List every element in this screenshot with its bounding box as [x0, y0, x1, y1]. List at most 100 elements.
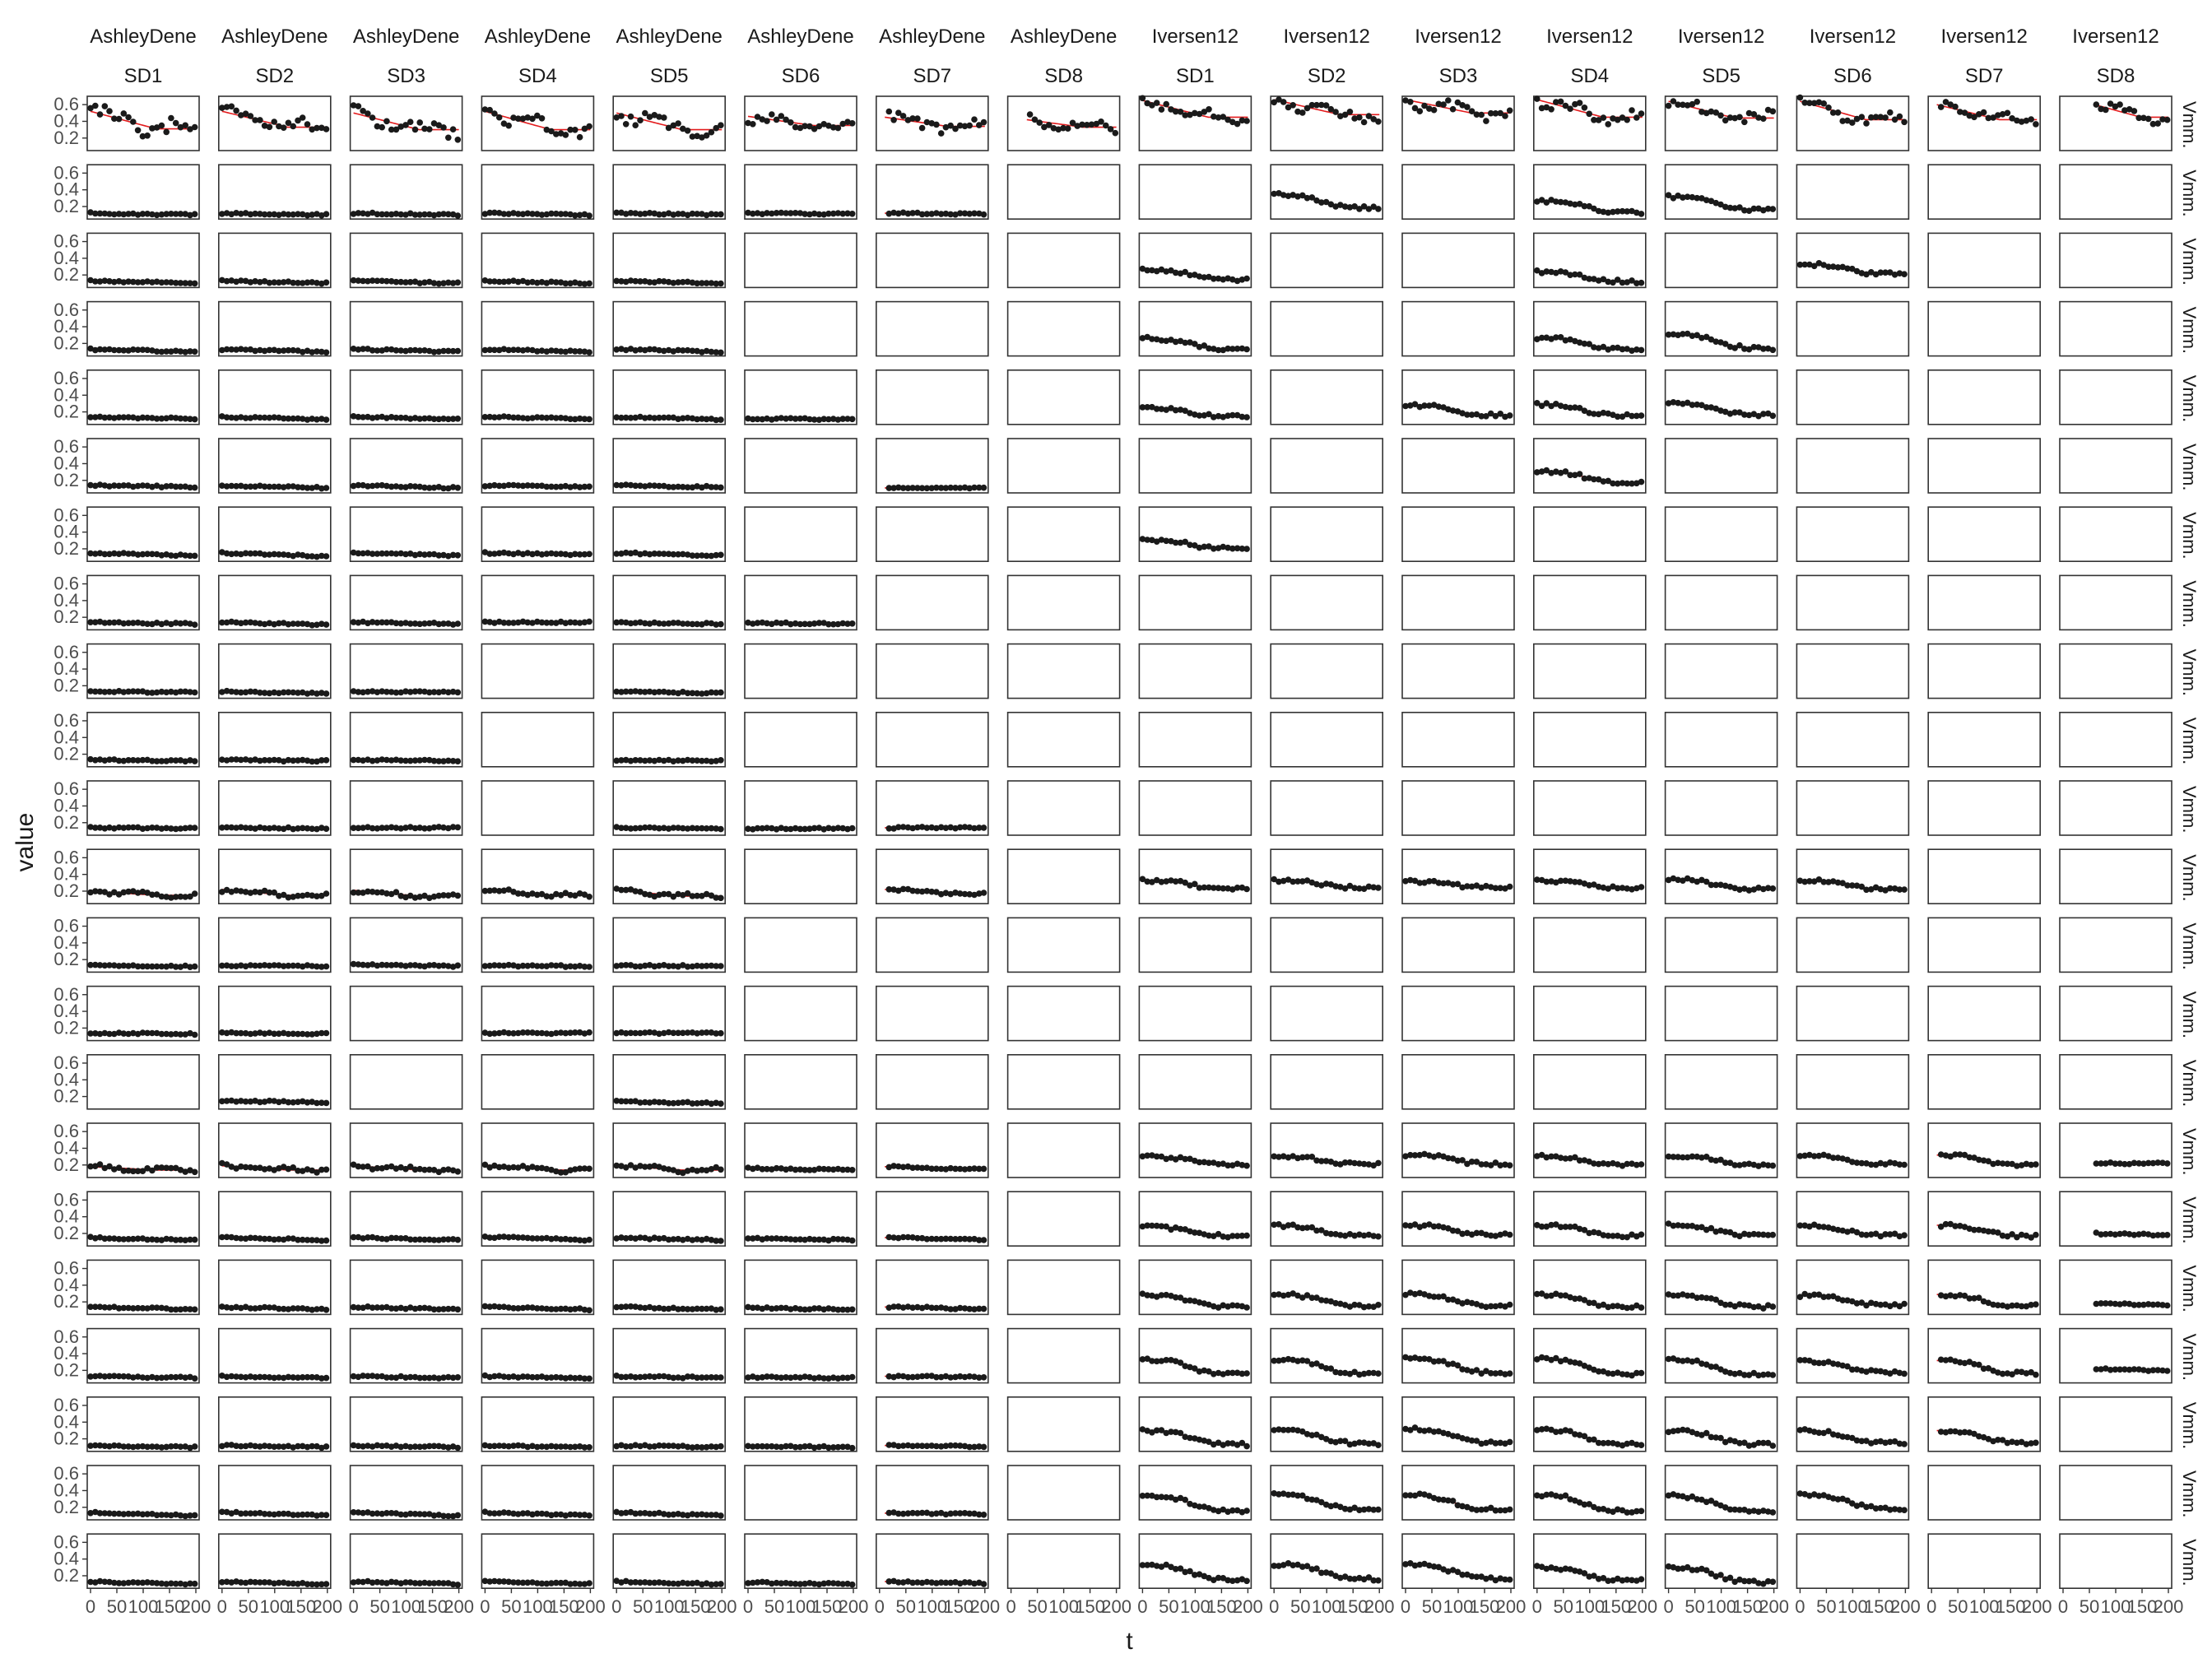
- data-point: [1666, 103, 1672, 109]
- data-point: [971, 116, 978, 123]
- data-point: [1065, 125, 1071, 132]
- facet-panel: [876, 713, 988, 767]
- facet-strip-sd: SD1: [1176, 65, 1215, 87]
- data-point: [505, 123, 512, 129]
- data-point: [1243, 546, 1250, 552]
- data-point: [192, 1237, 198, 1243]
- facet-panel: [1008, 1466, 1120, 1520]
- data-point: [455, 620, 462, 627]
- facet-panel: [876, 233, 988, 287]
- data-point: [323, 1443, 330, 1450]
- data-point: [455, 1374, 462, 1381]
- data-point: [323, 350, 330, 356]
- facet-panel: [876, 370, 988, 425]
- data-point: [102, 103, 109, 109]
- x-tick-label: 0: [743, 1596, 753, 1617]
- data-point: [1507, 108, 1513, 114]
- data-point: [2154, 120, 2161, 127]
- facet-panel: [2060, 1123, 2172, 1178]
- facet-panel: [1534, 575, 1646, 629]
- facet-panel: [1402, 439, 1514, 493]
- data-point: [192, 964, 198, 970]
- data-point: [412, 127, 419, 133]
- facet-panel: [1271, 233, 1382, 287]
- data-point: [1507, 1162, 1513, 1168]
- y-tick-label: 0.6: [53, 1121, 79, 1141]
- facet-strip-row: Vmm.: [2179, 307, 2200, 354]
- facet-panel: [1534, 644, 1646, 699]
- x-tick-label: 50: [1948, 1596, 1968, 1617]
- y-tick-label: 0.6: [53, 162, 79, 183]
- facet-panel: [745, 1055, 857, 1109]
- x-tick-label: 0: [348, 1596, 358, 1617]
- facet-panel: [1534, 781, 1646, 835]
- facet-panel: [1139, 849, 1251, 904]
- data-point: [1299, 109, 1306, 116]
- facet-panel: [2060, 987, 2172, 1041]
- data-point: [1464, 104, 1471, 110]
- data-point: [718, 1306, 724, 1312]
- data-point: [981, 825, 988, 831]
- facet-panel: [1271, 370, 1382, 425]
- data-point: [323, 890, 330, 897]
- data-point: [192, 1169, 198, 1176]
- facet-panel: [1928, 644, 2040, 699]
- data-point: [981, 211, 988, 218]
- data-point: [981, 1166, 988, 1173]
- data-point: [1440, 101, 1447, 108]
- data-point: [1567, 105, 1573, 112]
- facet-strip-site: Iversen12: [1810, 26, 1896, 48]
- data-point: [1361, 119, 1368, 126]
- facet-panel: [1666, 917, 1778, 972]
- data-point: [586, 1166, 592, 1173]
- facet-strip-sd: SD4: [1570, 65, 1609, 87]
- facet-panel: [1271, 849, 1382, 904]
- facet-panel: [1796, 1534, 1908, 1588]
- facet-panel: [745, 917, 857, 972]
- facet-panel: [745, 987, 857, 1041]
- facet-panel: [613, 96, 725, 151]
- data-point: [192, 890, 198, 897]
- facet-panel: [1008, 1260, 1120, 1314]
- data-point: [1601, 114, 1607, 121]
- data-point: [586, 1444, 592, 1451]
- data-point: [1243, 414, 1250, 420]
- data-point: [1558, 99, 1564, 105]
- y-tick-label: 0.6: [53, 1531, 79, 1552]
- data-point: [1243, 1163, 1250, 1169]
- facet-strip-row: Vmm.: [2179, 1128, 2200, 1175]
- facet-panel: [1796, 713, 1908, 767]
- facet-panel: [1402, 302, 1514, 356]
- facet-panel: [1008, 781, 1120, 835]
- facet-strip-row: Vmm.: [2179, 101, 2200, 148]
- data-point: [623, 121, 630, 128]
- y-tick-label: 0.6: [53, 300, 79, 320]
- data-point: [586, 894, 592, 900]
- facet-panel: [745, 507, 857, 561]
- data-point: [981, 890, 988, 896]
- facet-panel: [1928, 1123, 2040, 1178]
- facet-strip-sd: SD6: [1833, 65, 1872, 87]
- data-point: [1638, 1232, 1645, 1238]
- facet-panel: [1796, 987, 1908, 1041]
- x-tick-label: 200: [1101, 1596, 1132, 1617]
- x-tick-label: 50: [1816, 1596, 1836, 1617]
- data-point: [849, 1238, 856, 1244]
- data-point: [1347, 109, 1354, 115]
- facet-strip-row: Vmm.: [2179, 1539, 2200, 1586]
- data-point: [1534, 95, 1540, 102]
- facet-panel: [1139, 575, 1251, 629]
- data-point: [192, 553, 198, 560]
- facet-strip-sd: SD3: [1439, 65, 1478, 87]
- x-tick-label: 50: [2080, 1596, 2099, 1617]
- data-point: [1375, 1302, 1382, 1308]
- facet-strip-sd: SD4: [518, 65, 557, 87]
- facet-panel: [1008, 507, 1120, 561]
- facet-panel: [1928, 1055, 2040, 1109]
- data-point: [1577, 100, 1583, 106]
- data-point: [981, 1444, 988, 1451]
- data-point: [2164, 117, 2171, 123]
- data-point: [2028, 116, 2034, 123]
- x-axis-title: t: [1126, 1628, 1133, 1655]
- data-point: [323, 280, 330, 286]
